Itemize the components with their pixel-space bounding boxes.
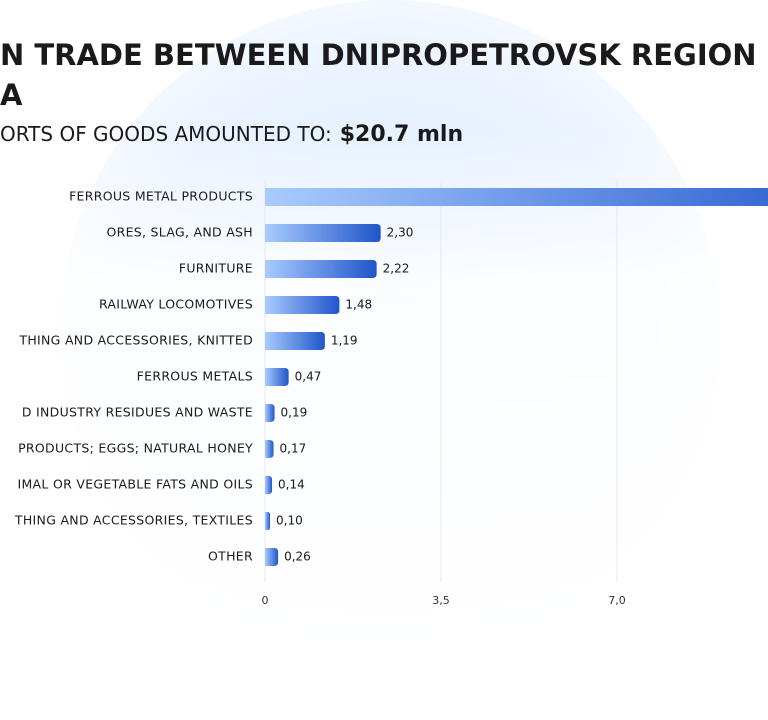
value-label: 2,30 bbox=[387, 226, 414, 240]
subtitle-text: ORTS OF GOODS AMOUNTED TO: bbox=[0, 122, 332, 146]
y-tick-label: THING AND ACCESSORIES, TEXTILES bbox=[14, 513, 253, 528]
bar bbox=[265, 296, 340, 314]
y-tick-label: OTHER bbox=[208, 549, 253, 564]
y-tick-label: RAILWAY LOCOMOTIVES bbox=[99, 297, 253, 312]
bar bbox=[265, 368, 289, 386]
value-label: 0,26 bbox=[284, 550, 311, 564]
y-tick-label: THING AND ACCESSORIES, KNITTED bbox=[18, 333, 253, 348]
value-label: 0,47 bbox=[295, 370, 322, 384]
chart-title: A bbox=[0, 78, 23, 112]
bar bbox=[265, 512, 271, 530]
y-tick-label: FERROUS METAL PRODUCTS bbox=[69, 189, 253, 204]
value-label: 2,22 bbox=[383, 262, 410, 276]
value-label: 0,10 bbox=[276, 514, 303, 528]
value-label: 0,14 bbox=[278, 478, 305, 492]
background-fade bbox=[0, 130, 768, 720]
chart-title: N TRADE BETWEEN DNIPROPETROVSK REGION bbox=[0, 38, 757, 72]
x-tick-label: 0 bbox=[262, 594, 269, 607]
value-label: 0,17 bbox=[280, 442, 307, 456]
bar bbox=[265, 224, 381, 242]
value-label: 0,19 bbox=[281, 406, 308, 420]
subtitle: ORTS OF GOODS AMOUNTED TO: $20.7 mln bbox=[0, 122, 463, 148]
bar bbox=[265, 440, 274, 458]
bar bbox=[265, 332, 325, 350]
y-tick-label: D INDUSTRY RESIDUES AND WASTE bbox=[22, 405, 253, 420]
x-tick-label: 3,5 bbox=[432, 594, 450, 607]
bar bbox=[265, 260, 377, 278]
y-tick-label: PRODUCTS; EGGS; NATURAL HONEY bbox=[18, 441, 253, 456]
y-tick-label: ORES, SLAG, AND ASH bbox=[106, 225, 253, 240]
x-tick-label: 7,0 bbox=[608, 594, 626, 607]
bar bbox=[265, 188, 768, 206]
subtitle-value: $20.7 mln bbox=[340, 122, 463, 147]
y-tick-label: FURNITURE bbox=[179, 261, 253, 276]
bar bbox=[265, 404, 275, 422]
bar bbox=[265, 548, 279, 566]
bar bbox=[265, 476, 273, 494]
y-tick-label: FERROUS METALS bbox=[137, 369, 253, 384]
y-tick-label: IMAL OR VEGETABLE FATS AND OILS bbox=[17, 477, 253, 492]
value-label: 1,19 bbox=[331, 334, 358, 348]
value-label: 1,48 bbox=[345, 298, 372, 312]
